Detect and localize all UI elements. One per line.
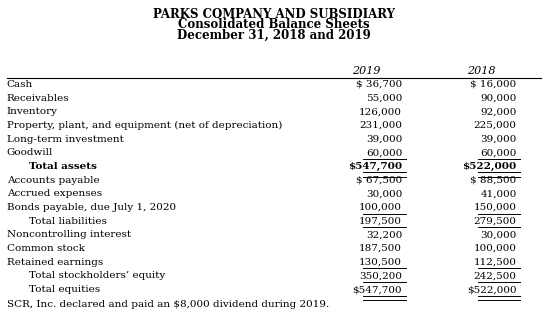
Text: 41,000: 41,000 — [480, 189, 517, 198]
Text: 100,000: 100,000 — [359, 203, 402, 212]
Text: Total liabilities: Total liabilities — [28, 217, 106, 226]
Text: 60,000: 60,000 — [366, 148, 402, 157]
Text: PARKS COMPANY AND SUBSIDIARY: PARKS COMPANY AND SUBSIDIARY — [153, 8, 395, 21]
Text: Receivables: Receivables — [7, 93, 70, 102]
Text: 39,000: 39,000 — [480, 135, 517, 144]
Text: 30,000: 30,000 — [480, 230, 517, 239]
Text: Inventory: Inventory — [7, 107, 58, 116]
Text: Accrued expenses: Accrued expenses — [7, 189, 102, 198]
Text: Long-term investment: Long-term investment — [7, 135, 124, 144]
Text: Common stock: Common stock — [7, 244, 85, 253]
Text: 279,500: 279,500 — [473, 217, 517, 226]
Text: 130,500: 130,500 — [359, 258, 402, 267]
Text: Total stockholders’ equity: Total stockholders’ equity — [28, 271, 165, 280]
Text: 231,000: 231,000 — [359, 121, 402, 130]
Text: Retained earnings: Retained earnings — [7, 258, 103, 267]
Text: 112,500: 112,500 — [473, 258, 517, 267]
Text: 126,000: 126,000 — [359, 107, 402, 116]
Text: Noncontrolling interest: Noncontrolling interest — [7, 230, 131, 239]
Text: Goodwill: Goodwill — [7, 148, 53, 157]
Text: 2018: 2018 — [467, 67, 495, 76]
Text: 100,000: 100,000 — [473, 244, 517, 253]
Text: 187,500: 187,500 — [359, 244, 402, 253]
Text: $ 67,500: $ 67,500 — [356, 176, 402, 185]
Text: Accounts payable: Accounts payable — [7, 176, 100, 185]
Text: SCR, Inc. declared and paid an $8,000 dividend during 2019.: SCR, Inc. declared and paid an $8,000 di… — [7, 300, 329, 309]
Text: Total equities: Total equities — [28, 285, 100, 294]
Text: 150,000: 150,000 — [473, 203, 517, 212]
Text: Bonds payable, due July 1, 2020: Bonds payable, due July 1, 2020 — [7, 203, 176, 212]
Text: Consolidated Balance Sheets: Consolidated Balance Sheets — [178, 18, 370, 31]
Text: 39,000: 39,000 — [366, 135, 402, 144]
Text: 32,200: 32,200 — [366, 230, 402, 239]
Text: 2019: 2019 — [352, 67, 381, 76]
Text: 92,000: 92,000 — [480, 107, 517, 116]
Text: 60,000: 60,000 — [480, 148, 517, 157]
Text: 242,500: 242,500 — [473, 271, 517, 280]
Text: $ 36,700: $ 36,700 — [356, 80, 402, 89]
Text: $547,700: $547,700 — [352, 285, 402, 294]
Text: $522,000: $522,000 — [463, 162, 517, 171]
Text: December 31, 2018 and 2019: December 31, 2018 and 2019 — [177, 29, 371, 42]
Text: 90,000: 90,000 — [480, 93, 517, 102]
Text: $522,000: $522,000 — [467, 285, 517, 294]
Text: $ 88,500: $ 88,500 — [470, 176, 517, 185]
Text: Property, plant, and equipment (net of depreciation): Property, plant, and equipment (net of d… — [7, 121, 282, 130]
Text: $547,700: $547,700 — [348, 162, 402, 171]
Text: 350,200: 350,200 — [359, 271, 402, 280]
Text: 30,000: 30,000 — [366, 189, 402, 198]
Text: Total assets: Total assets — [28, 162, 96, 171]
Text: Cash: Cash — [7, 80, 33, 89]
Text: 55,000: 55,000 — [366, 93, 402, 102]
Text: 225,000: 225,000 — [473, 121, 517, 130]
Text: 197,500: 197,500 — [359, 217, 402, 226]
Text: $ 16,000: $ 16,000 — [470, 80, 517, 89]
